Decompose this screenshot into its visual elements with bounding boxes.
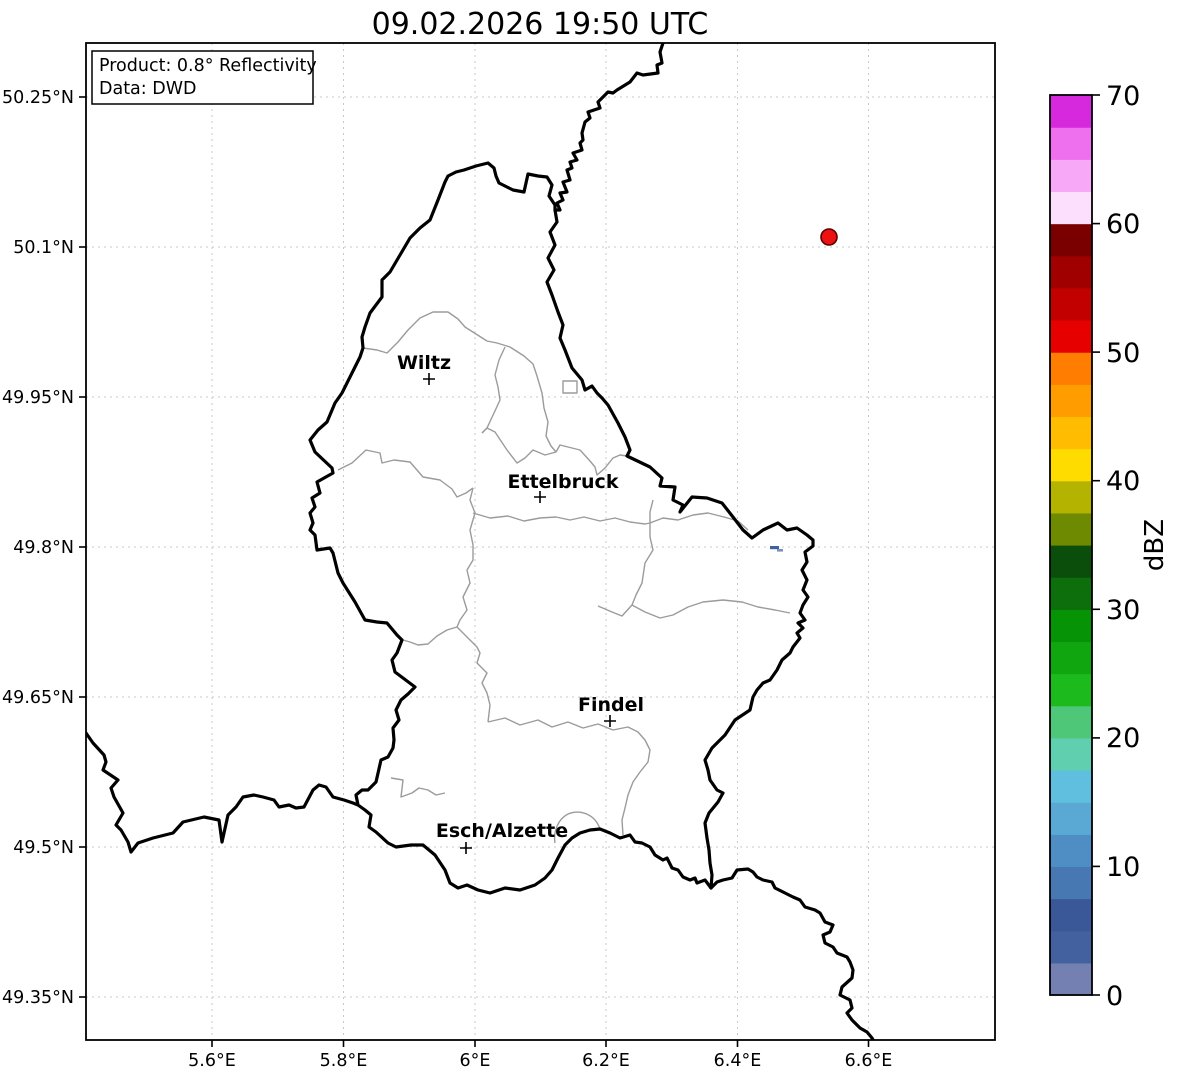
lon-tick-label: 6.6°E <box>845 1051 893 1071</box>
city-label-esch: Esch/Alzette <box>436 820 568 842</box>
colorbar-outline <box>1049 94 1093 996</box>
colorbar-segment <box>1050 802 1092 835</box>
colorbar-segment <box>1050 223 1092 257</box>
lat-tick-label: 50.25°N <box>2 88 74 108</box>
colorbar-ticks <box>1092 94 1100 996</box>
small-echo-pixel-2 <box>777 549 783 552</box>
france-belgium-border <box>86 731 360 854</box>
colorbar-segment <box>1050 834 1092 868</box>
map-plot-area <box>86 43 995 1040</box>
cb-tick-label: 40 <box>1106 466 1140 497</box>
colorbar-segment <box>1050 673 1092 707</box>
colorbar-segment <box>1050 191 1092 225</box>
colorbar-segment <box>1050 320 1092 353</box>
info-box: Product: 0.8° Reflectivity Data: DWD <box>91 50 317 105</box>
cb-tick-label: 10 <box>1106 852 1140 883</box>
lat-tick-label: 50.1°N <box>13 238 74 258</box>
colorbar-segment <box>1050 352 1092 385</box>
lon-tick-label: 5.6°E <box>188 1051 236 1071</box>
lat-tick-label: 49.35°N <box>2 988 74 1008</box>
colorbar-segment <box>1050 770 1092 803</box>
map-layers: Wiltz Ettelbruck Findel Esch/Alzette <box>86 43 875 1040</box>
lat-tick-label: 49.5°N <box>13 838 74 858</box>
colorbar-segment <box>1050 609 1092 643</box>
info-data-line: Data: DWD <box>99 79 197 99</box>
figure-title: 09.02.2026 19:50 UTC <box>372 7 709 42</box>
colorbar-segment <box>1050 448 1092 482</box>
city-marker-ettelbruck <box>534 491 546 503</box>
city-marker-wiltz <box>423 373 435 385</box>
colorbar-segment <box>1050 898 1092 932</box>
colorbar-segment <box>1050 577 1092 610</box>
colorbar-segment <box>1050 95 1092 128</box>
colorbar-segment <box>1050 384 1092 418</box>
france-germany-border <box>709 867 875 1040</box>
colorbar-segment <box>1050 255 1092 289</box>
lon-tick-label: 5.8°E <box>320 1051 368 1071</box>
lat-axis-labels: 50.25°N 50.1°N 49.95°N 49.8°N 49.65°N 49… <box>2 88 74 1008</box>
cb-tick-label: 50 <box>1106 338 1140 369</box>
radar-echoes <box>770 228 838 552</box>
cb-tick-label: 0 <box>1106 981 1123 1012</box>
colorbar-unit-label: dBZ <box>1140 519 1170 571</box>
colorbar-segment <box>1050 705 1092 739</box>
colorbar-segment <box>1050 866 1092 900</box>
city-label-wiltz: Wiltz <box>397 352 451 374</box>
colorbar-segment <box>1050 512 1092 546</box>
colorbar-segment <box>1050 287 1092 321</box>
colorbar-segments <box>1050 95 1092 996</box>
lon-tick-label: 6.2°E <box>582 1051 630 1071</box>
cb-tick-label: 60 <box>1106 209 1140 240</box>
colorbar-segment <box>1050 127 1092 160</box>
city-label-findel: Findel <box>578 694 644 716</box>
cb-tick-label: 20 <box>1106 723 1140 754</box>
colorbar-tick-labels: 70 60 50 40 30 20 10 0 <box>1106 81 1140 1012</box>
lon-tick-label: 6.4°E <box>714 1051 762 1071</box>
small-echo-pixel <box>770 546 779 550</box>
city-label-ettelbruck: Ettelbruck <box>508 471 619 493</box>
cb-tick-label: 70 <box>1106 81 1140 112</box>
lat-tick-label: 49.8°N <box>13 538 74 558</box>
belgium-germany-border <box>553 43 665 212</box>
colorbar-segment <box>1050 416 1092 450</box>
cb-tick-label: 30 <box>1106 595 1140 626</box>
city-annotations: Wiltz Ettelbruck Findel Esch/Alzette <box>397 352 644 854</box>
strong-echo-dot <box>820 228 838 246</box>
colorbar-segment <box>1050 480 1092 514</box>
city-marker-esch <box>460 842 472 854</box>
district-borders <box>337 311 791 844</box>
luxembourg-outline <box>308 161 815 895</box>
colorbar-segment <box>1050 545 1092 578</box>
colorbar-segment <box>1050 641 1092 675</box>
city-marker-findel <box>604 715 616 727</box>
axis-ticks <box>79 96 870 1047</box>
colorbar-segment <box>1050 159 1092 193</box>
info-product-line: Product: 0.8° Reflectivity <box>99 56 317 76</box>
colorbar-segment <box>1050 930 1092 964</box>
lon-axis-labels: 5.6°E 5.8°E 6°E 6.2°E 6.4°E 6.6°E <box>188 1051 892 1071</box>
plot-frame <box>85 42 996 1041</box>
colorbar-segment <box>1050 962 1092 996</box>
lon-tick-label: 6°E <box>460 1051 491 1071</box>
colorbar: 70 60 50 40 30 20 10 0 dBZ <box>1049 81 1170 1012</box>
country-borders <box>86 43 875 1040</box>
lat-tick-label: 49.65°N <box>2 688 74 708</box>
lat-tick-label: 49.95°N <box>2 388 74 408</box>
colorbar-segment <box>1050 737 1092 771</box>
